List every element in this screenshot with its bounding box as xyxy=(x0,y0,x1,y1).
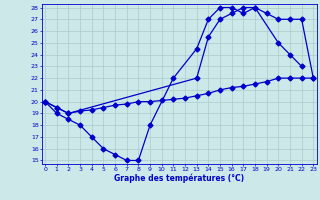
X-axis label: Graphe des températures (°C): Graphe des températures (°C) xyxy=(114,173,244,183)
